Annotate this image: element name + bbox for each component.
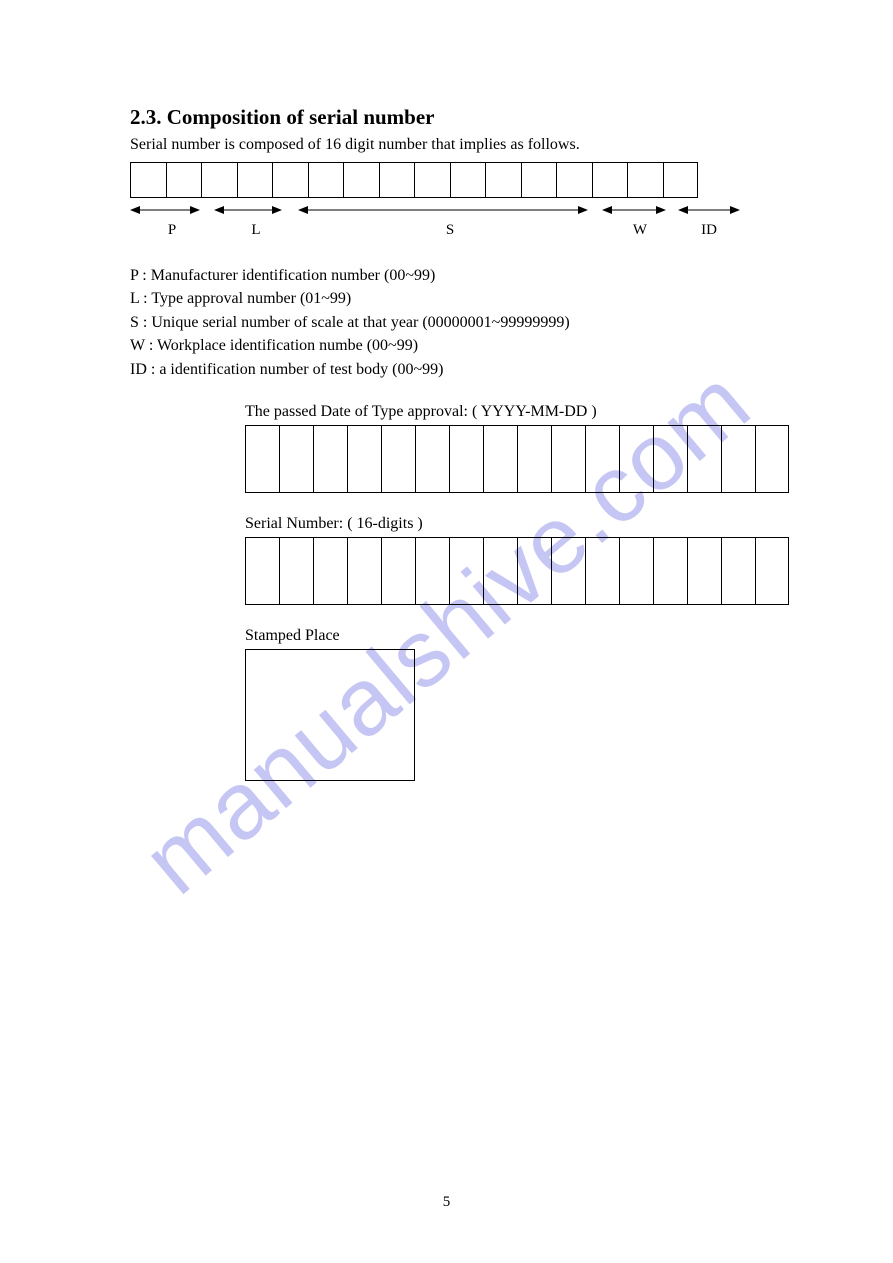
input-cell bbox=[449, 425, 483, 493]
serial-cell bbox=[450, 162, 486, 198]
serial-cell bbox=[379, 162, 415, 198]
serial-number-label: Serial Number: ( 16-digits ) bbox=[245, 515, 798, 533]
segment-label: W bbox=[602, 222, 678, 239]
input-cell bbox=[551, 537, 585, 605]
input-cell bbox=[245, 537, 279, 605]
input-cell bbox=[279, 425, 313, 493]
input-cell bbox=[245, 425, 279, 493]
input-cell bbox=[381, 537, 415, 605]
input-cell bbox=[619, 537, 653, 605]
double-arrow-icon bbox=[678, 202, 740, 220]
input-cell bbox=[347, 537, 381, 605]
input-cell bbox=[755, 537, 789, 605]
segment-label: S bbox=[298, 222, 602, 239]
input-cell bbox=[721, 425, 755, 493]
segment-label: ID bbox=[678, 222, 740, 239]
serial-cell bbox=[343, 162, 379, 198]
definition-line: S : Unique serial number of scale at tha… bbox=[130, 312, 798, 334]
definition-line: L : Type approval number (01~99) bbox=[130, 288, 798, 310]
page-number: 5 bbox=[0, 1194, 893, 1211]
definition-line: ID : a identification number of test bod… bbox=[130, 359, 798, 381]
passed-date-label: The passed Date of Type approval: ( YYYY… bbox=[245, 403, 798, 421]
stamp-label: Stamped Place bbox=[245, 627, 798, 645]
input-cell bbox=[449, 537, 483, 605]
input-cell bbox=[483, 537, 517, 605]
input-cell bbox=[381, 425, 415, 493]
segment-label: L bbox=[214, 222, 298, 239]
page-content: 2.3. Composition of serial number Serial… bbox=[0, 0, 893, 841]
input-cell bbox=[415, 425, 449, 493]
serial-number-cells bbox=[245, 537, 798, 605]
serial-cell bbox=[663, 162, 699, 198]
segment-labels-row: PLSWID bbox=[130, 222, 798, 239]
input-cell bbox=[653, 425, 687, 493]
input-cell bbox=[585, 425, 619, 493]
serial-cell bbox=[272, 162, 308, 198]
definition-line: W : Workplace identification numbe (00~9… bbox=[130, 335, 798, 357]
serial-cell bbox=[556, 162, 592, 198]
input-cell bbox=[721, 537, 755, 605]
double-arrow-icon bbox=[602, 202, 666, 220]
serial-cell bbox=[414, 162, 450, 198]
input-cell bbox=[619, 425, 653, 493]
input-cell bbox=[415, 537, 449, 605]
serial-cell bbox=[237, 162, 273, 198]
serial-cell bbox=[130, 162, 166, 198]
input-cell bbox=[585, 537, 619, 605]
definitions-block: P : Manufacturer identification number (… bbox=[130, 265, 798, 381]
input-cell bbox=[279, 537, 313, 605]
serial-cell bbox=[592, 162, 628, 198]
input-cell bbox=[483, 425, 517, 493]
serial-cell bbox=[521, 162, 557, 198]
serial-cell bbox=[166, 162, 202, 198]
segment-arrows-row bbox=[130, 202, 798, 220]
stamp-box bbox=[245, 649, 415, 781]
serial-cell bbox=[201, 162, 237, 198]
section-title: 2.3. Composition of serial number bbox=[130, 105, 798, 130]
segment-label: P bbox=[130, 222, 214, 239]
serial-cell bbox=[627, 162, 663, 198]
input-cell bbox=[347, 425, 381, 493]
input-cell bbox=[687, 537, 721, 605]
input-cell bbox=[313, 537, 347, 605]
double-arrow-icon bbox=[130, 202, 200, 220]
serial-cell bbox=[485, 162, 521, 198]
definition-line: P : Manufacturer identification number (… bbox=[130, 265, 798, 287]
intro-text: Serial number is composed of 16 digit nu… bbox=[130, 134, 798, 156]
serial-cell bbox=[308, 162, 344, 198]
input-cell bbox=[755, 425, 789, 493]
input-cell bbox=[517, 537, 551, 605]
input-cell bbox=[653, 537, 687, 605]
input-cell bbox=[517, 425, 551, 493]
serial-cells-row bbox=[130, 162, 798, 198]
passed-date-cells bbox=[245, 425, 798, 493]
double-arrow-icon bbox=[298, 202, 588, 220]
input-cell bbox=[687, 425, 721, 493]
double-arrow-icon bbox=[214, 202, 282, 220]
input-cell bbox=[551, 425, 585, 493]
input-cell bbox=[313, 425, 347, 493]
